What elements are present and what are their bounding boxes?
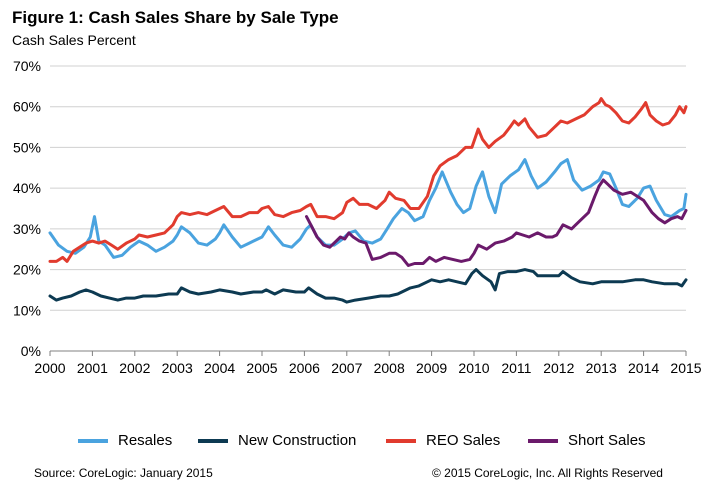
legend-label-short-sales: Short Sales: [568, 432, 646, 449]
y-axis-subtitle: Cash Sales Percent: [12, 32, 136, 48]
chart-title: Figure 1: Cash Sales Share by Sale Type: [12, 8, 339, 27]
y-tick-label: 20%: [13, 262, 41, 278]
x-tick-label: 2004: [204, 360, 235, 376]
y-tick-label: 0%: [21, 343, 41, 359]
legend-item-new-construction: New Construction: [198, 432, 356, 449]
x-tick-label: 2000: [34, 360, 65, 376]
y-tick-label: 10%: [13, 302, 41, 318]
line-chart: 0% 10% 20% 30% 40% 50% 60% 70% 2000 2001 2002 2003 2…: [13, 58, 702, 376]
series-line-short-sales: [305, 178, 688, 267]
x-tick-label: 2011: [501, 360, 531, 376]
legend-item-resales: Resales: [78, 432, 172, 449]
copyright-note: © 2015 CoreLogic, Inc. All Rights Reserv…: [432, 466, 663, 480]
x-tick-label: 2002: [119, 360, 150, 376]
legend-swatch-new-construction: [198, 438, 228, 443]
x-tick-label: 2005: [246, 360, 277, 376]
y-tick-label: 70%: [13, 58, 41, 74]
legend-item-reo-sales: REO Sales: [386, 432, 500, 449]
x-tick-label: 2014: [628, 360, 659, 376]
source-note: Source: CoreLogic: January 2015: [34, 466, 213, 480]
series-line-reo-sales: [48, 97, 688, 263]
y-tick-label: 30%: [13, 221, 41, 237]
x-tick-label: 2007: [331, 360, 362, 376]
legend-label-resales: Resales: [118, 432, 173, 449]
series-line-new-construction: [48, 268, 688, 304]
x-tick-label: 2013: [586, 360, 617, 376]
legend-label-reo-sales: REO Sales: [426, 432, 501, 449]
x-tick-label: 2006: [289, 360, 320, 376]
x-tick-label: 2012: [543, 360, 574, 376]
legend: Resales New Construction REO Sales Short…: [0, 432, 710, 456]
legend-swatch-reo-sales: [386, 438, 416, 443]
x-tick-label: 2003: [162, 360, 193, 376]
x-tick-label: 2009: [416, 360, 447, 376]
x-tick-label: 2008: [374, 360, 405, 376]
y-tick-label: 60%: [13, 99, 41, 115]
x-tick-label: 2010: [458, 360, 489, 376]
legend-swatch-short-sales: [528, 438, 558, 443]
series-line-resales: [48, 158, 688, 259]
y-tick-label: 40%: [13, 180, 41, 196]
y-tick-label: 50%: [13, 139, 41, 155]
x-tick-label: 2015: [670, 360, 701, 376]
legend-label-new-construction: New Construction: [238, 432, 357, 449]
legend-swatch-resales: [78, 438, 108, 443]
legend-item-short-sales: Short Sales: [528, 432, 646, 449]
x-tick-label: 2001: [77, 360, 108, 376]
